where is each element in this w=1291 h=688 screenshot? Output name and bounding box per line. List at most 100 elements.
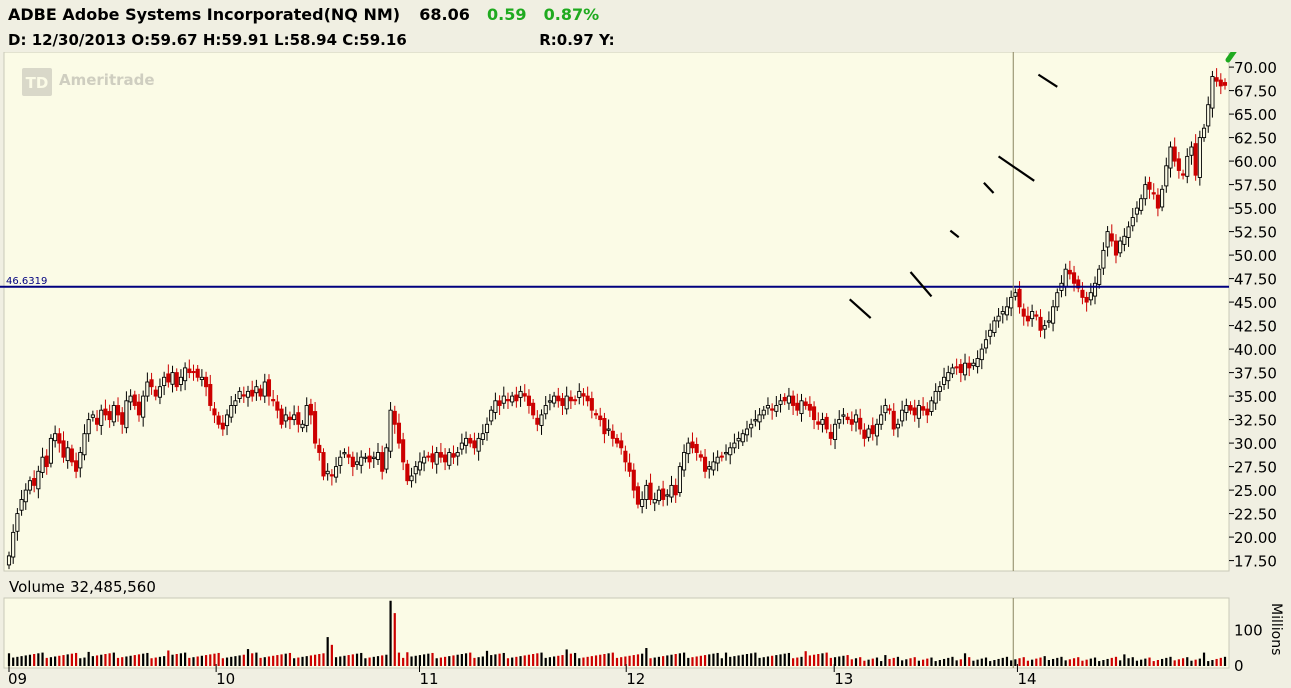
volume-bar bbox=[1123, 654, 1126, 666]
volume-bar bbox=[1022, 657, 1025, 666]
candle bbox=[451, 445, 456, 465]
volume-bar bbox=[733, 656, 736, 666]
candle bbox=[816, 412, 821, 430]
y-tick-label: 55.00 bbox=[1234, 200, 1277, 218]
candle bbox=[971, 358, 976, 370]
date-value: 12/30/2013 bbox=[31, 31, 127, 49]
volume-bar bbox=[993, 660, 996, 666]
candle bbox=[904, 398, 909, 421]
volume-bar bbox=[385, 654, 388, 666]
candle bbox=[908, 401, 913, 415]
volume-bar bbox=[7, 653, 11, 666]
candle bbox=[866, 424, 871, 442]
candle bbox=[1181, 169, 1186, 180]
volume-bar bbox=[724, 652, 728, 666]
candle bbox=[275, 395, 280, 419]
candle bbox=[1139, 194, 1144, 215]
volume-bar bbox=[1181, 658, 1185, 666]
volume-bar bbox=[305, 656, 308, 666]
x-tick-label: 09 bbox=[8, 670, 27, 688]
volume-bar bbox=[561, 655, 564, 666]
candle bbox=[124, 391, 129, 434]
volume-bar bbox=[523, 655, 526, 666]
volume-bar bbox=[251, 653, 254, 666]
volume-bar bbox=[477, 657, 480, 666]
candle bbox=[874, 418, 880, 446]
candle bbox=[749, 418, 754, 438]
volume-bar bbox=[825, 652, 828, 666]
volume-bar bbox=[1077, 657, 1080, 666]
candle bbox=[929, 396, 934, 416]
ohlc-row: D: 12/30/2013 O:59.67 H:59.91 L:58.94 C:… bbox=[8, 31, 615, 49]
candle bbox=[162, 371, 167, 396]
volume-bar bbox=[917, 660, 921, 666]
volume-bar bbox=[1140, 659, 1143, 666]
candle bbox=[988, 323, 993, 345]
y-tick-label: 20.00 bbox=[1234, 529, 1277, 547]
candle bbox=[765, 397, 771, 415]
candle bbox=[1038, 309, 1043, 338]
candle bbox=[233, 393, 238, 414]
candle bbox=[1021, 303, 1026, 326]
candle bbox=[1101, 242, 1106, 275]
volume-bar bbox=[217, 652, 220, 666]
candle bbox=[396, 413, 402, 449]
candle bbox=[430, 445, 435, 469]
candle bbox=[484, 417, 490, 441]
candle bbox=[560, 392, 565, 415]
candle bbox=[69, 444, 74, 467]
volume-bar bbox=[280, 654, 283, 666]
volume-bar bbox=[1211, 660, 1214, 666]
candle bbox=[229, 396, 234, 423]
candle bbox=[296, 405, 301, 433]
y-tick-label: 60.00 bbox=[1234, 153, 1277, 171]
volume-bar bbox=[506, 658, 510, 666]
candle bbox=[820, 412, 825, 433]
candle bbox=[90, 410, 95, 422]
quote-title-row: ADBE Adobe Systems Incorporated(NQ NM) 6… bbox=[8, 5, 599, 24]
candle bbox=[1126, 221, 1131, 247]
y-tick-label: 67.50 bbox=[1234, 83, 1277, 101]
volume-bar bbox=[37, 653, 40, 666]
volume-bar bbox=[116, 657, 120, 666]
candle bbox=[23, 483, 28, 510]
volume-bar bbox=[1165, 657, 1168, 666]
candle bbox=[115, 397, 121, 422]
candle bbox=[686, 437, 691, 464]
candle bbox=[933, 383, 938, 410]
volume-bar bbox=[150, 658, 153, 666]
volume-bar bbox=[1135, 660, 1139, 666]
candle bbox=[501, 386, 506, 409]
volume-bar bbox=[87, 651, 90, 666]
candle bbox=[845, 412, 850, 424]
candle bbox=[577, 383, 582, 405]
quote-header: ADBE Adobe Systems Incorporated(NQ NM) 6… bbox=[0, 0, 1291, 52]
candle bbox=[879, 405, 884, 430]
volume-bar bbox=[955, 660, 958, 666]
volume-bar bbox=[842, 655, 845, 666]
candle bbox=[535, 410, 540, 432]
candle bbox=[1092, 276, 1098, 305]
candle bbox=[916, 399, 921, 428]
candle bbox=[1155, 188, 1160, 217]
volume-bar bbox=[1102, 660, 1105, 666]
volume-bar bbox=[515, 656, 518, 666]
volume-bar bbox=[1190, 660, 1193, 666]
volume-bar bbox=[473, 657, 476, 666]
volume-bar bbox=[368, 657, 371, 666]
volume-bar bbox=[1026, 660, 1030, 666]
volume-bar bbox=[1031, 659, 1034, 666]
volume-bar bbox=[326, 637, 329, 666]
candle bbox=[325, 463, 330, 481]
volume-bar bbox=[1223, 656, 1227, 666]
candle bbox=[1185, 148, 1190, 184]
volume-bar bbox=[934, 661, 937, 666]
volume-bar bbox=[645, 648, 648, 666]
volume-bar bbox=[921, 659, 925, 666]
candle bbox=[568, 390, 573, 409]
volume-bar bbox=[968, 657, 971, 666]
volume-bar bbox=[863, 660, 866, 666]
candle bbox=[786, 387, 791, 410]
candle bbox=[36, 465, 41, 499]
volume-bar bbox=[125, 656, 128, 666]
